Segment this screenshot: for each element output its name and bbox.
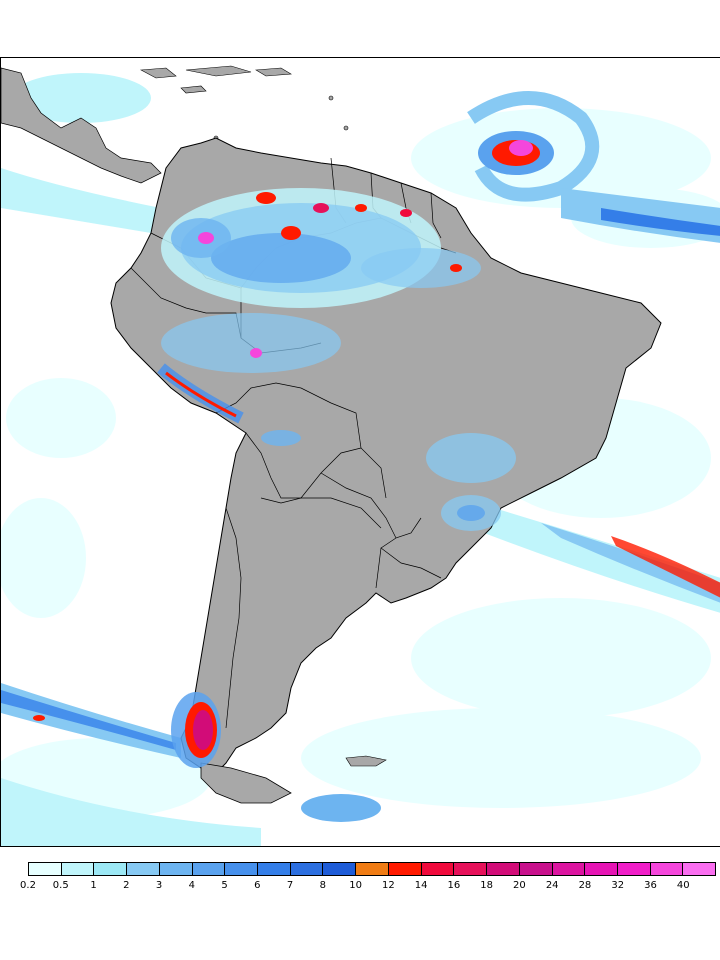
tierra-del-fuego (200, 762, 292, 804)
legend-tick-label: 14 (414, 880, 428, 891)
legend-swatch (356, 863, 389, 875)
legend-swatch (683, 863, 716, 875)
legend-tick-label: 12 (382, 880, 395, 891)
caribbean-cloud (11, 73, 151, 123)
tropical-storm-cell (467, 91, 600, 202)
legend-swatch (519, 863, 553, 875)
legend-swatch (192, 863, 226, 875)
legend-tick-label: 36 (644, 880, 657, 891)
legend-swatch (323, 863, 357, 875)
front-band-southeast (461, 498, 720, 613)
legend-tick-label: 2 (123, 880, 130, 891)
legend-tick-label: 1 (90, 880, 97, 891)
legend-tick-label: 4 (188, 880, 195, 891)
legend-tick-label: 0.5 (52, 880, 69, 891)
legend-swatch (388, 863, 422, 875)
front-band-southeast-core (541, 523, 720, 603)
legend-swatch (650, 863, 684, 875)
amazon-precip (161, 188, 481, 373)
caribbean-islands (139, 65, 349, 141)
pacific-heavy-spot (33, 715, 45, 721)
legend-swatch (225, 863, 259, 875)
legend-tick-label: 16 (447, 880, 461, 891)
patagonia-precip (171, 692, 221, 768)
legend-swatch (454, 863, 488, 875)
precipitation-map (0, 57, 720, 847)
legend-tick-label: 10 (349, 880, 362, 891)
legend-swatch (585, 863, 618, 875)
legend-swatch (617, 863, 651, 875)
andes-precip-heavy (165, 371, 237, 418)
map-canvas (1, 58, 720, 846)
legend-swatch (421, 863, 455, 875)
legend-tick-label: 40 (676, 880, 690, 891)
precip-legend: 0.2 0.5 1 2 3 4 5 6 7 8 10 12 14 16 18 20 24 28 32 36 40 (20, 862, 716, 891)
southern-ocean-cell (301, 794, 381, 822)
legend-tick-label: 3 (155, 880, 163, 891)
front-band-southeast-heavy (611, 536, 720, 598)
legend-tick-label: 6 (254, 880, 261, 891)
legend-swatch (29, 863, 62, 875)
legend-swatch (552, 863, 586, 875)
southeast-brazil-precip (261, 430, 516, 531)
legend-tick-label: 32 (611, 880, 625, 891)
front-band-pacific-core (1, 690, 176, 750)
legend-tick-label: 20 (513, 880, 526, 891)
legend-swatch (487, 863, 520, 875)
legend-tick-label: 28 (578, 880, 592, 891)
falkland-islands (345, 755, 387, 767)
legend-swatch (127, 863, 160, 875)
central-america-land (1, 67, 162, 184)
legend-swatch (61, 863, 95, 875)
legend-tick-label: 0.2 (20, 880, 36, 891)
southern-ocean-band (1, 778, 261, 846)
legend-swatch (258, 863, 291, 875)
legend-swatch (94, 863, 128, 875)
legend-tick-label: 24 (545, 880, 559, 891)
itcz-band-core (601, 208, 720, 236)
legend-tick-label: 5 (221, 880, 228, 891)
legend-colorbar (28, 862, 716, 876)
legend-tick-labels: 0.2 0.5 1 2 3 4 5 6 7 8 10 12 14 16 18 20 24 28 32 36 40 (20, 880, 716, 894)
caribbean-band (1, 168, 161, 233)
legend-tick-label: 18 (480, 880, 494, 891)
legend-tick-label: 7 (286, 880, 294, 891)
legend-swatch (290, 863, 324, 875)
legend-swatch (159, 863, 193, 875)
legend-tick-label: 8 (319, 880, 327, 891)
